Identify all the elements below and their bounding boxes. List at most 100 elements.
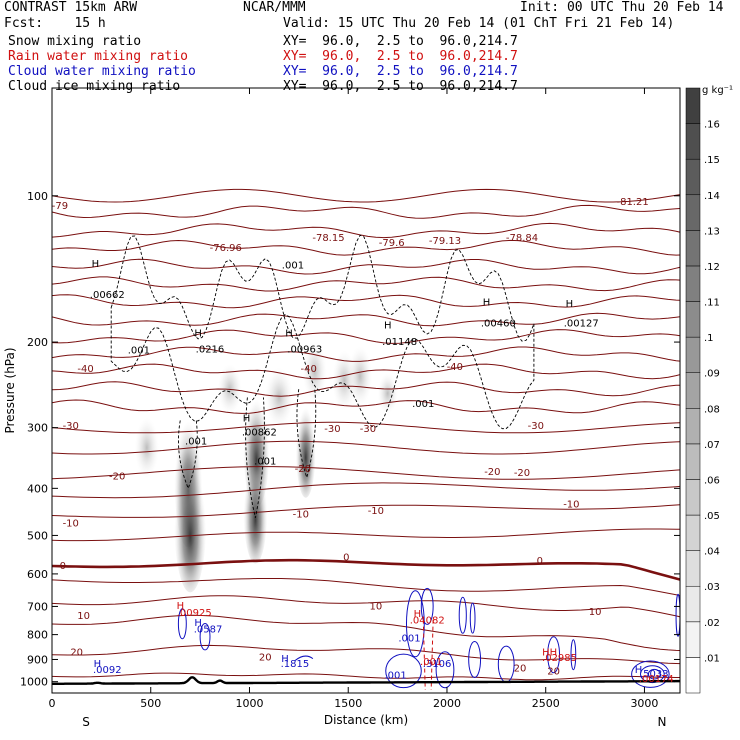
isotherm bbox=[52, 204, 680, 219]
cloud-water-contour bbox=[631, 660, 670, 688]
colorbar-tick-label: .07 bbox=[704, 440, 720, 451]
extremum-label: H bbox=[635, 665, 643, 676]
isotherm bbox=[52, 312, 680, 327]
extremum-label: .3106 bbox=[423, 659, 452, 670]
extremum-label: .00127 bbox=[564, 318, 599, 329]
colorbar-tick-label: .02 bbox=[704, 618, 720, 629]
y-tick-label: 600 bbox=[27, 568, 48, 581]
colorbar-swatch bbox=[685, 158, 701, 196]
snow-shade bbox=[174, 452, 207, 593]
temperature-label: -40 bbox=[301, 364, 317, 375]
valid-time: Valid: 15 UTC Thu 20 Feb 14 (01 ChT Fri … bbox=[283, 16, 675, 31]
cloud-water-contour bbox=[468, 640, 482, 678]
y-tick-label: 300 bbox=[27, 422, 48, 435]
colorbar-tick-label: .08 bbox=[704, 404, 720, 415]
colorbar-swatch bbox=[685, 87, 701, 124]
field-name-snow: Snow mixing ratio bbox=[8, 34, 142, 49]
temperature-label: -10 bbox=[368, 506, 384, 517]
temperature-label: -78.15 bbox=[312, 233, 344, 244]
snow-shade bbox=[265, 367, 294, 428]
temperature-label: 10 bbox=[370, 601, 383, 612]
isotherm bbox=[52, 381, 680, 397]
temperature-label: -20 bbox=[514, 468, 530, 479]
extremum-label: H bbox=[92, 259, 100, 270]
temperature-label: 20 bbox=[70, 647, 83, 658]
extremum-label: .00662 bbox=[90, 290, 125, 301]
y-axis-title: Pressure (hPa) bbox=[3, 347, 17, 433]
model-title: CONTRAST 15km ARW bbox=[4, 0, 138, 15]
isotherm bbox=[52, 363, 680, 380]
y-tick-label: 800 bbox=[27, 629, 48, 642]
x-tick-label: 2000 bbox=[433, 697, 461, 710]
isotherm bbox=[52, 329, 680, 344]
extremum-label: .001 bbox=[412, 399, 434, 410]
colorbar-swatch bbox=[685, 585, 701, 623]
temperature-label: -30 bbox=[63, 421, 79, 432]
colorbar-tick-label: .1 bbox=[704, 333, 714, 344]
isotherm-plus20 bbox=[52, 644, 680, 665]
isotherm bbox=[52, 482, 680, 499]
snow-shade bbox=[348, 346, 373, 407]
field-name-cloud-water: Cloud water mixing ratio bbox=[8, 64, 196, 79]
extremum-label: H bbox=[384, 321, 392, 332]
extremum-label: H bbox=[285, 328, 293, 339]
labels-layer: -79 -76.96 -78.15 -79.6 -79.13 -78.84 -81.21 -4… bbox=[52, 197, 674, 685]
temperature-label: 20 bbox=[547, 666, 560, 677]
isotherm bbox=[52, 578, 680, 597]
cloud-ice-contour bbox=[110, 234, 535, 430]
colorbar-unit: g kg⁻¹ bbox=[702, 85, 733, 96]
temperature-label: -20 bbox=[295, 464, 311, 475]
field-xy-snow: XY= 96.0, 2.5 to 96.0,214.7 bbox=[283, 34, 518, 49]
cloud-water-contour bbox=[294, 655, 314, 662]
extremum-label: .5033 bbox=[640, 669, 669, 680]
isotherm bbox=[52, 294, 680, 309]
y-tick-label: 700 bbox=[27, 600, 48, 613]
cloud-ice-contour bbox=[245, 397, 265, 518]
temperature-label: -79.13 bbox=[429, 236, 461, 247]
isotherm bbox=[52, 222, 680, 239]
isotherm bbox=[52, 258, 680, 275]
colorbar-tick-label: .09 bbox=[704, 369, 720, 380]
cloud-water-contour bbox=[458, 596, 467, 634]
snow-shade bbox=[295, 397, 316, 498]
temperature-label: -20 bbox=[109, 471, 125, 482]
extremum-label: HH bbox=[542, 647, 557, 658]
extremum-label: H bbox=[281, 654, 289, 665]
snow-shade bbox=[243, 453, 268, 564]
colorbar-swatch bbox=[685, 443, 701, 480]
field-xy-cloud-ice: XY= 96.0, 2.5 to 96.0,214.7 bbox=[283, 79, 518, 94]
temperature-label: -79 bbox=[52, 201, 68, 212]
extremum-label: .001 bbox=[384, 670, 406, 681]
rain-water-contour bbox=[422, 619, 434, 690]
temperature-label: -30 bbox=[528, 421, 544, 432]
temperature-label: -10 bbox=[293, 510, 309, 521]
temperature-label: 10 bbox=[589, 607, 602, 618]
extremum-label: H bbox=[194, 618, 202, 629]
x-tick-label: 1500 bbox=[334, 697, 362, 710]
extremum-label: .001 bbox=[128, 345, 150, 356]
x-tick-label: 2500 bbox=[532, 697, 560, 710]
temperature-label: 0 bbox=[60, 561, 66, 572]
colorbar-swatch bbox=[685, 230, 701, 267]
extremum-label: .00963 bbox=[287, 344, 322, 355]
isotherm bbox=[52, 614, 680, 652]
cloud-water-contour bbox=[675, 593, 680, 637]
colorbar-tick-label: .04 bbox=[704, 547, 720, 558]
extremum-label: H bbox=[177, 601, 185, 612]
terrain-line bbox=[52, 676, 680, 685]
colorbar-tick-label: .14 bbox=[704, 191, 720, 202]
field-xy-cloud-water: XY= 96.0, 2.5 to 96.0,214.7 bbox=[283, 64, 518, 79]
temperature-label: -30 bbox=[360, 424, 376, 435]
colorbar-swatch bbox=[685, 372, 701, 409]
extremum-label: .0092 bbox=[93, 665, 122, 676]
forecast-hour: Fcst: 15 h bbox=[4, 16, 106, 31]
isotherm-minus20 bbox=[52, 466, 680, 480]
extremum-label: H bbox=[566, 299, 574, 310]
isotherm bbox=[52, 440, 680, 455]
temperature-label: -81.21 bbox=[616, 197, 648, 208]
isotherm bbox=[52, 346, 680, 362]
isotherm bbox=[52, 399, 680, 414]
isotherm-zero bbox=[52, 558, 680, 581]
